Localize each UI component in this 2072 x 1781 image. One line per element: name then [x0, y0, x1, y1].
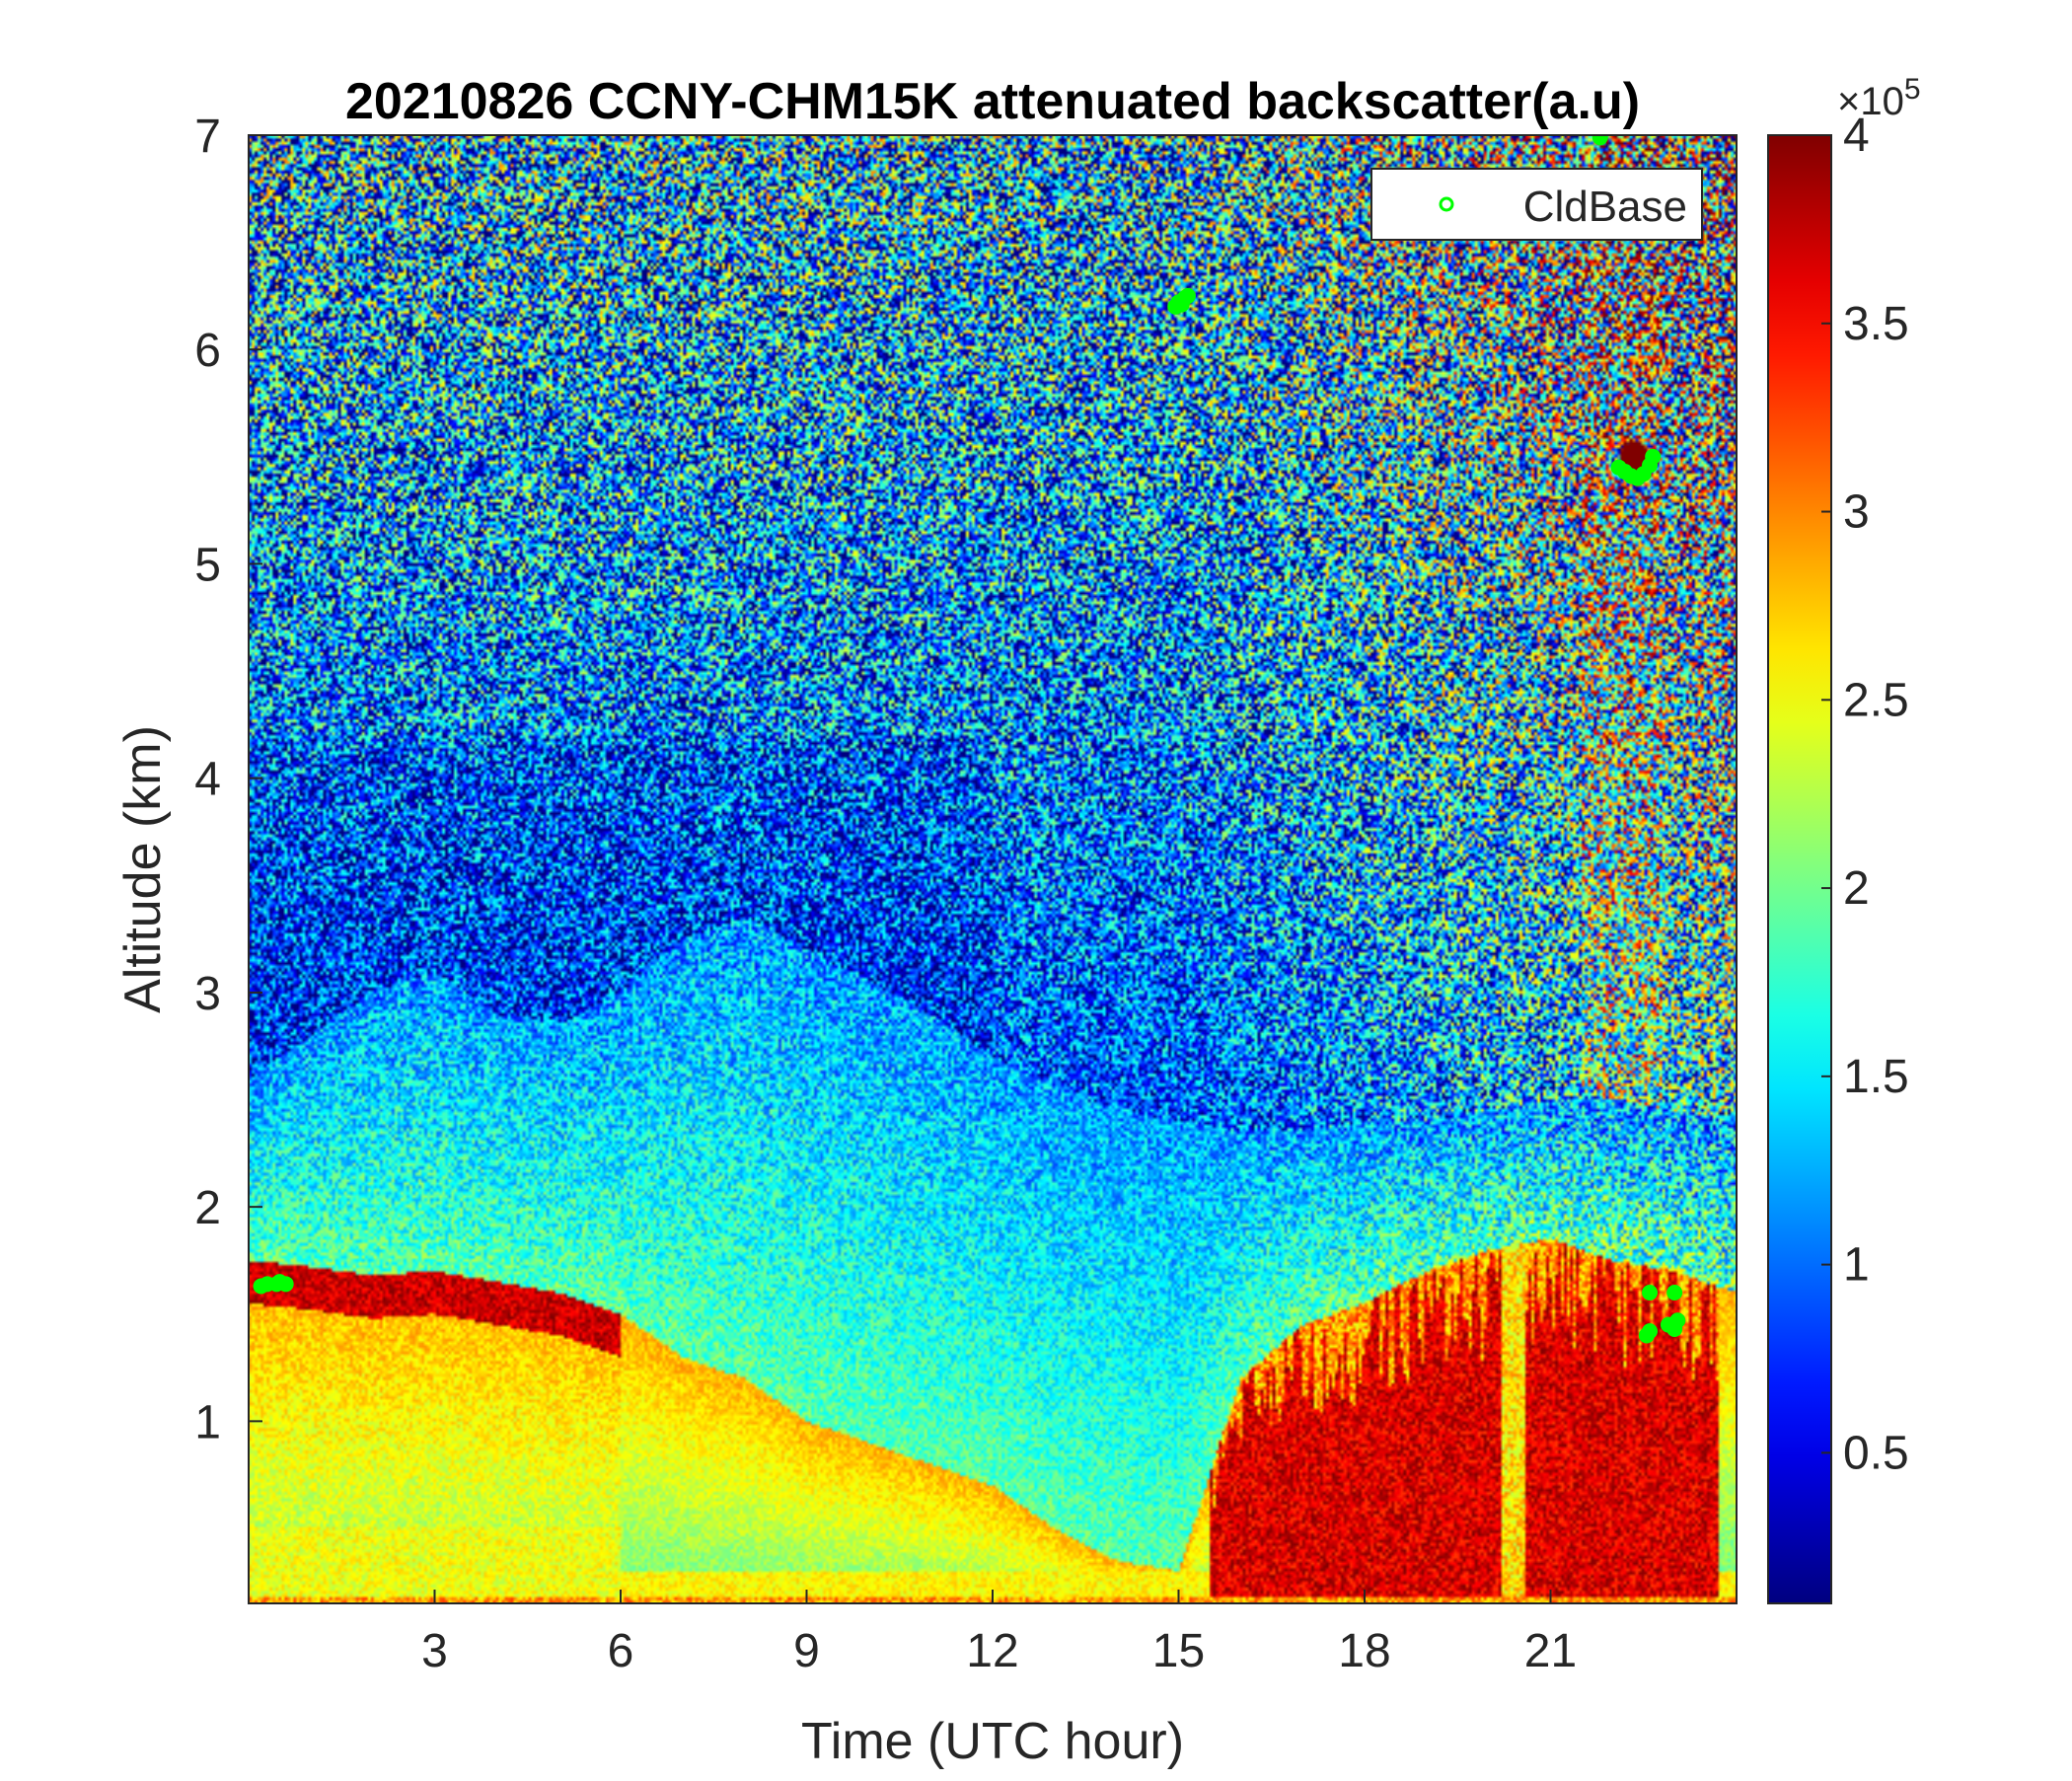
legend-marker	[1439, 196, 1454, 212]
cldbase-marker	[1179, 287, 1196, 304]
x-axis-label: Time (UTC hour)	[801, 1713, 1184, 1770]
x-tick-label: 12	[966, 1625, 1018, 1677]
colorbar-multiplier: ×105	[1837, 73, 1921, 123]
x-tick-label: 15	[1152, 1625, 1205, 1677]
x-axis: 3 6 9 12 15 18 21	[421, 1590, 1577, 1677]
y-tick-label: 4	[194, 754, 221, 806]
colorbar-tick-label: 2	[1843, 862, 1870, 915]
y-axis: 1 2 3 4 5 6 7	[194, 111, 262, 1448]
y-axis-label: Altitude (km)	[114, 725, 172, 1013]
x-tick-label: 18	[1338, 1625, 1390, 1677]
cldbase-marker	[1669, 1312, 1686, 1329]
colorbar-ticks: 0.5 1 1.5 2 2.5 3 3.5 4	[1821, 110, 1909, 1479]
x-tick-label: 9	[793, 1625, 820, 1677]
x-tick-label: 21	[1524, 1625, 1577, 1677]
colorbar-gradient	[1767, 134, 1832, 1604]
cloud-base-markers	[253, 135, 1686, 1344]
cldbase-marker	[1666, 1285, 1683, 1301]
legend-box	[1370, 168, 1703, 241]
y-tick-label: 5	[194, 539, 221, 591]
colorbar-multiplier-exponent: 5	[1904, 73, 1921, 106]
colorbar-tick-label: 3	[1843, 486, 1870, 539]
colorbar-tick-label: 1.5	[1843, 1051, 1909, 1103]
cldbase-marker	[1642, 1323, 1659, 1340]
colorbar-tick-label: 3.5	[1843, 298, 1909, 350]
colorbar-tick-label: 1	[1843, 1239, 1870, 1292]
cldbase-marker	[277, 1276, 294, 1293]
colorbar-tick-label: 4	[1843, 110, 1870, 162]
y-tick-label: 3	[194, 968, 221, 1020]
legend-entry-cldbase: CldBase	[1523, 183, 1687, 231]
y-tick-label: 1	[194, 1396, 221, 1448]
colorbar-multiplier-base: ×10	[1837, 80, 1904, 123]
cldbase-marker	[1642, 1285, 1659, 1301]
colorbar: 0.5 1 1.5 2 2.5 3 3.5 4 ×105	[1767, 73, 1921, 1604]
legend: CldBase	[1370, 168, 1703, 241]
y-tick-label: 6	[194, 325, 221, 377]
y-tick-label: 2	[194, 1182, 221, 1234]
cldbase-marker	[1591, 135, 1608, 146]
backscatter-heatmap-image	[249, 135, 1737, 1603]
x-tick-label: 6	[608, 1625, 634, 1677]
y-tick-label: 7	[194, 111, 221, 163]
x-tick-label: 3	[421, 1625, 448, 1677]
colorbar-tick-label: 0.5	[1843, 1427, 1909, 1479]
chart-title: 20210826 CCNY-CHM15K attenuated backscat…	[345, 73, 1640, 130]
cldbase-marker	[1645, 448, 1662, 465]
colorbar-tick-label: 2.5	[1843, 674, 1909, 726]
